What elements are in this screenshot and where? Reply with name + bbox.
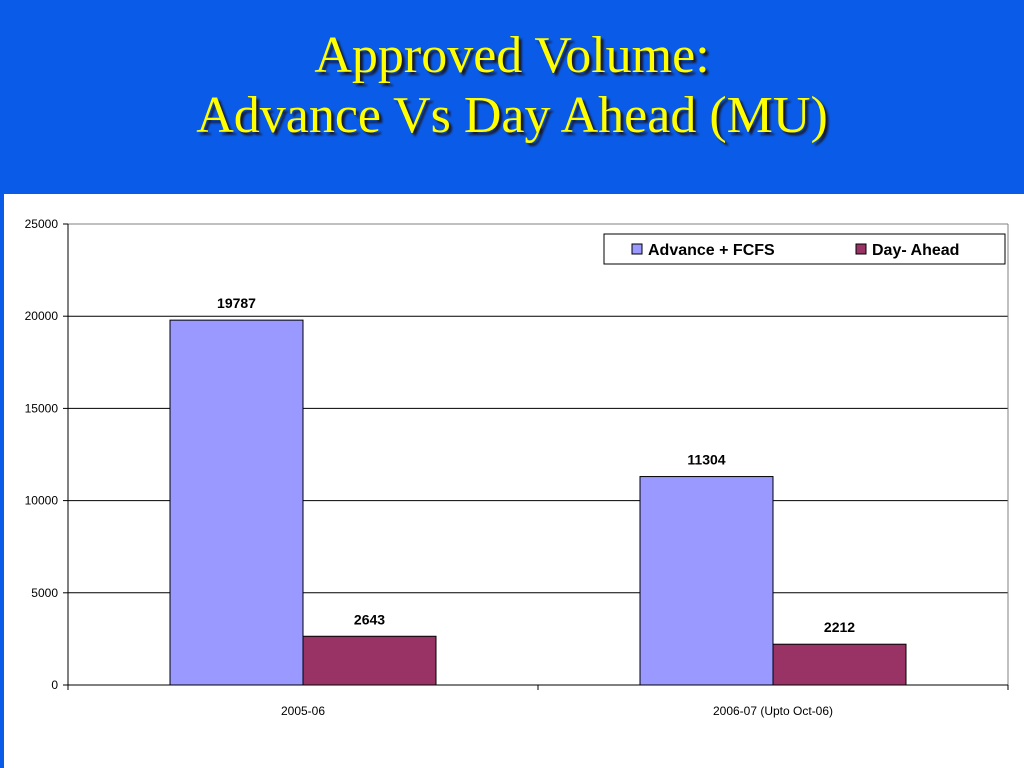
bar — [302, 635, 437, 686]
bar — [169, 319, 304, 686]
y-tick-label: 5000 — [31, 586, 58, 600]
legend-swatch — [855, 243, 867, 255]
y-tick-label: 15000 — [25, 401, 59, 415]
bar-chart: 0 5000 10000 15000 20000 25000 19787 2643 2005-0… — [25, 217, 1009, 718]
legend-label: Day- Ahead — [872, 242, 959, 259]
chart-panel: 0 5000 10000 15000 20000 25000 19787 2643 2005-0… — [4, 194, 1024, 768]
data-label: 2643 — [354, 611, 385, 627]
bar — [639, 476, 774, 686]
bar — [772, 643, 907, 686]
data-label: 11304 — [687, 452, 725, 468]
y-tick-label: 10000 — [25, 494, 59, 508]
title-line-2: Advance Vs Day Ahead (MU) — [196, 87, 828, 144]
y-tick-label: 0 — [51, 678, 58, 692]
title-band: Approved Volume: Advance Vs Day Ahead (M… — [0, 0, 1024, 194]
legend-label: Advance + FCFS — [648, 242, 775, 259]
data-label: 19787 — [217, 295, 256, 311]
y-tick-label: 20000 — [25, 309, 59, 323]
x-tick-label: 2005-06 — [281, 704, 325, 718]
y-tick-label: 25000 — [25, 217, 59, 231]
data-label: 2212 — [824, 619, 855, 635]
x-tick-label: 2006-07 (Upto Oct-06) — [713, 704, 833, 718]
legend-swatch — [631, 243, 643, 255]
legend-box — [603, 233, 1006, 265]
title-line-1: Approved Volume: — [314, 27, 710, 84]
slide-title: Approved Volume: Advance Vs Day Ahead (M… — [0, 26, 1024, 146]
